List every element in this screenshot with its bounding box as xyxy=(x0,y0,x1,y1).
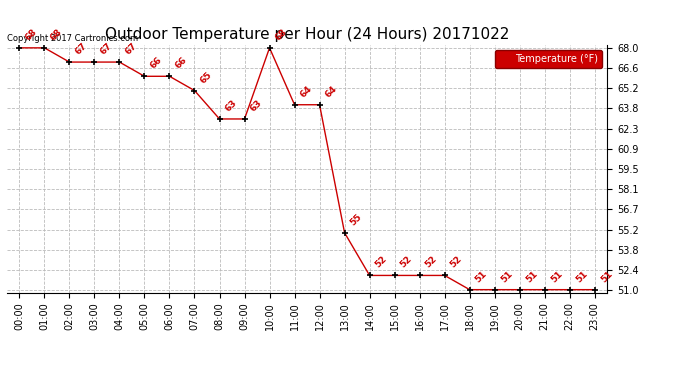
Text: 64: 64 xyxy=(324,84,339,99)
Text: 67: 67 xyxy=(99,41,114,57)
Text: 52: 52 xyxy=(448,255,464,270)
Title: Outdoor Temperature per Hour (24 Hours) 20171022: Outdoor Temperature per Hour (24 Hours) … xyxy=(105,27,509,42)
Text: 68: 68 xyxy=(274,27,289,42)
Text: 51: 51 xyxy=(599,269,614,284)
Text: 51: 51 xyxy=(524,269,539,284)
Text: 67: 67 xyxy=(74,41,89,57)
Text: 68: 68 xyxy=(48,27,63,42)
Text: 51: 51 xyxy=(574,269,589,284)
Legend: Temperature (°F): Temperature (°F) xyxy=(495,50,602,68)
Text: Copyright 2017 Cartronics.com: Copyright 2017 Cartronics.com xyxy=(7,33,138,42)
Text: 55: 55 xyxy=(348,212,364,227)
Text: 67: 67 xyxy=(124,41,139,57)
Text: 63: 63 xyxy=(248,98,264,113)
Text: 51: 51 xyxy=(474,269,489,284)
Text: 52: 52 xyxy=(399,255,414,270)
Text: 63: 63 xyxy=(224,98,239,113)
Text: 51: 51 xyxy=(499,269,514,284)
Text: 66: 66 xyxy=(148,56,164,71)
Text: 65: 65 xyxy=(199,70,214,85)
Text: 52: 52 xyxy=(424,255,439,270)
Text: 51: 51 xyxy=(549,269,564,284)
Text: 64: 64 xyxy=(299,84,314,99)
Text: 52: 52 xyxy=(374,255,389,270)
Text: 68: 68 xyxy=(23,27,39,42)
Text: 66: 66 xyxy=(174,56,189,71)
